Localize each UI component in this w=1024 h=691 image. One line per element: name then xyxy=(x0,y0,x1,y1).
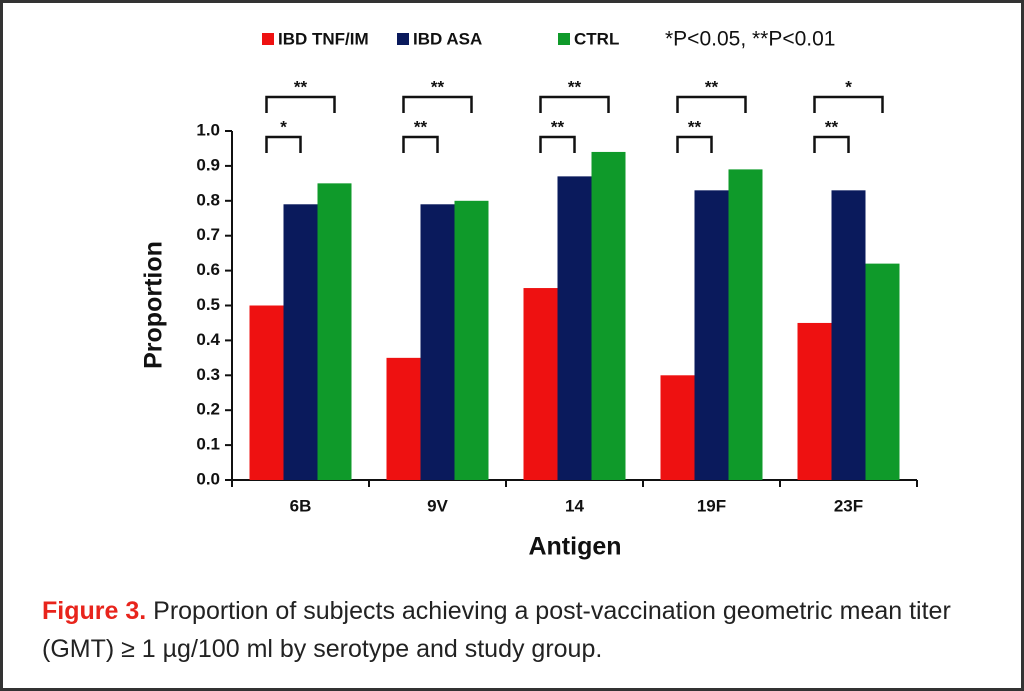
significance-bracket xyxy=(676,135,713,153)
significance-bracket xyxy=(813,95,884,113)
significance-bracket xyxy=(402,95,473,113)
legend-swatch xyxy=(558,33,570,45)
significance-label: ** xyxy=(551,117,565,136)
significance-label: * xyxy=(845,77,852,96)
significance-bracket xyxy=(813,135,850,153)
significance-bracket xyxy=(265,135,302,153)
y-tick-label: 0.4 xyxy=(196,330,220,349)
bar xyxy=(557,176,592,480)
bar xyxy=(386,357,421,480)
bar xyxy=(660,375,695,480)
bar xyxy=(317,183,352,480)
caption-text: Proportion of subjects achieving a post-… xyxy=(42,597,951,663)
x-tick-label: 14 xyxy=(565,496,584,515)
y-tick-label: 0.5 xyxy=(196,295,220,314)
bar xyxy=(865,263,900,480)
significance-label: ** xyxy=(825,117,839,136)
significance-bracket xyxy=(676,95,747,113)
y-tick-label: 0.1 xyxy=(196,435,220,454)
bar xyxy=(523,288,558,480)
legend-label: IBD TNF/IM xyxy=(278,29,369,48)
bar xyxy=(831,190,866,480)
legend-label: IBD ASA xyxy=(413,29,482,48)
significance-label: ** xyxy=(568,77,582,96)
y-tick-label: 0.7 xyxy=(196,225,220,244)
bar xyxy=(728,169,763,480)
significance-label: ** xyxy=(431,77,445,96)
y-axis-label: Proportion xyxy=(140,241,168,369)
significance-label: * xyxy=(280,117,287,136)
bar xyxy=(694,190,729,480)
legend-swatch xyxy=(397,33,409,45)
significance-bracket xyxy=(265,95,336,113)
bar xyxy=(249,305,284,480)
bar xyxy=(454,200,489,481)
significance-bracket xyxy=(539,135,576,153)
significance-label: ** xyxy=(294,77,308,96)
x-tick-label: 19F xyxy=(697,496,726,515)
y-tick-label: 0.3 xyxy=(196,365,220,384)
significance-label: ** xyxy=(705,77,719,96)
significance-label: ** xyxy=(688,117,702,136)
significance-bracket xyxy=(539,95,610,113)
significance-label: ** xyxy=(414,117,428,136)
bar xyxy=(420,204,455,481)
y-tick-label: 0.0 xyxy=(196,469,220,488)
y-tick-label: 0.6 xyxy=(196,260,220,279)
y-tick-label: 0.8 xyxy=(196,190,220,209)
caption: Figure 3. Proportion of subjects achievi… xyxy=(42,592,982,668)
caption-label: Figure 3. xyxy=(42,597,147,625)
legend-swatch xyxy=(262,33,274,45)
x-tick-label: 23F xyxy=(834,496,863,515)
y-tick-label: 0.9 xyxy=(196,155,220,174)
significance-note: *P<0.05, **P<0.01 xyxy=(665,28,835,51)
x-axis-label: Antigen xyxy=(528,533,621,561)
x-tick-label: 6B xyxy=(290,496,312,515)
legend-label: CTRL xyxy=(574,29,619,48)
bar xyxy=(797,322,832,480)
significance-bracket xyxy=(402,135,439,153)
y-tick-label: 1.0 xyxy=(196,120,220,139)
bar xyxy=(591,151,626,480)
x-tick-label: 9V xyxy=(427,496,448,515)
bar xyxy=(283,204,318,481)
y-tick-label: 0.2 xyxy=(196,400,220,419)
